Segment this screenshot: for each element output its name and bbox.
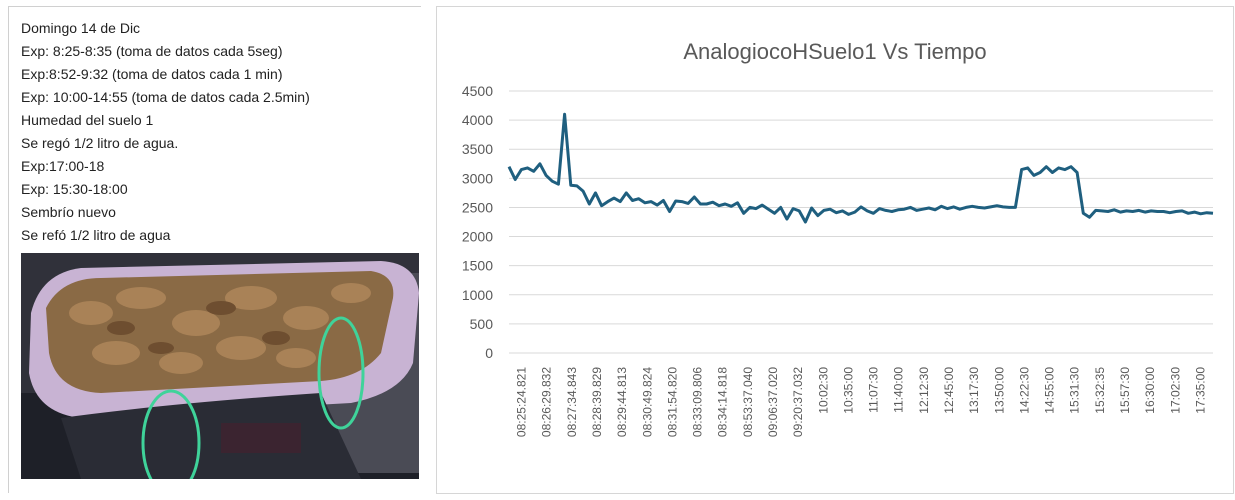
y-tick-label: 2500 (462, 199, 493, 215)
chart-title: AnalogiocoHSuelo1 Vs Tiempo (683, 39, 986, 64)
chart-panel: AnalogiocoHSuelo1 Vs Tiempo 0 500 1000 1500… (436, 6, 1234, 494)
y-tick-label: 4000 (462, 112, 493, 128)
note-line: Exp:17:00-18 (21, 158, 105, 174)
x-tick-label: 10:02:30 (816, 367, 830, 414)
note-line: Domingo 14 de Dic (21, 20, 141, 36)
x-tick-label: 08:33:09.806 (691, 367, 705, 437)
x-tick-label: 12:45:00 (942, 367, 956, 414)
x-tick-label: 15:32:35 (1093, 367, 1107, 414)
y-tick-label: 1500 (462, 258, 493, 274)
note-line: Exp: 8:25-8:35 (toma de datos cada 5seg) (21, 43, 283, 59)
note-line: Se refó 1/2 litro de agua (21, 227, 171, 243)
x-tick-label: 09:06:37.020 (766, 367, 780, 437)
x-tick-label: 11:40:00 (892, 367, 906, 413)
line-chart: AnalogiocoHSuelo1 Vs Tiempo 0 500 1000 1500… (462, 39, 1214, 437)
x-tick-label: 14:55:00 (1043, 367, 1057, 414)
y-tick-label: 500 (470, 316, 494, 332)
x-tick-label: 15:31:30 (1068, 367, 1082, 414)
x-tick-label: 08:29:44.813 (615, 367, 629, 437)
y-tick-label: 3500 (462, 141, 493, 157)
plant-pot-photo (21, 253, 419, 479)
note-line: Se regó 1/2 litro de agua. (21, 135, 179, 151)
x-tick-label: 17:02:30 (1168, 367, 1182, 414)
x-tick-label: 09:20:37.032 (791, 367, 805, 437)
notes-list: Domingo 14 de Dic Exp: 8:25-8:35 (toma de… (21, 17, 310, 247)
note-line: Exp: 10:00-14:55 (toma de datos cada 2.5… (21, 89, 310, 105)
x-tick-label: 08:27:34.843 (565, 367, 579, 437)
x-tick-label: 08:25:24.821 (515, 367, 529, 437)
note-line: Exp: 15:30-18:00 (21, 181, 128, 197)
y-tick-label: 3000 (462, 170, 493, 186)
x-tick-label: 08:53:37.040 (741, 367, 755, 437)
x-tick-label: 08:26:29.832 (540, 367, 554, 437)
y-tick-label: 2000 (462, 229, 493, 245)
x-tick-label: 08:30:49.824 (640, 367, 654, 437)
x-tick-label: 13:17:30 (967, 367, 981, 414)
series-line (507, 112, 1214, 224)
x-tick-label: 14:22:30 (1017, 367, 1031, 414)
x-tick-label: 10:35:00 (841, 367, 855, 414)
note-line: Sembrío nuevo (21, 204, 116, 220)
x-axis-ticks: 08:25:24.821 08:26:29.832 08:27:34.843 08:2… (515, 367, 1208, 437)
x-tick-label: 17:35:00 (1193, 367, 1207, 414)
x-tick-label: 12:12:30 (917, 367, 931, 414)
x-tick-label: 08:28:39.829 (590, 367, 604, 437)
series-layer (507, 112, 1214, 224)
y-tick-label: 1000 (462, 287, 493, 303)
note-line: Exp:8:52-9:32 (toma de datos cada 1 min) (21, 66, 283, 82)
x-tick-label: 15:57:30 (1118, 367, 1132, 414)
y-axis-ticks: 0 500 1000 1500 2000 2500 3000 3500 4000 4500 (462, 83, 493, 361)
y-tick-label: 4500 (462, 83, 493, 99)
y-tick-label: 0 (485, 345, 493, 361)
x-tick-label: 08:31:54.820 (665, 367, 679, 437)
notes-panel: Domingo 14 de Dic Exp: 8:25-8:35 (toma de… (8, 6, 421, 493)
gridlines (509, 90, 1213, 354)
x-tick-label: 13:50:00 (992, 367, 1006, 414)
x-tick-label: 11:07:30 (867, 367, 881, 413)
x-tick-label: 16:30:00 (1143, 367, 1157, 414)
note-line: Humedad del suelo 1 (21, 112, 154, 128)
x-tick-label: 08:34:14.818 (716, 367, 730, 437)
